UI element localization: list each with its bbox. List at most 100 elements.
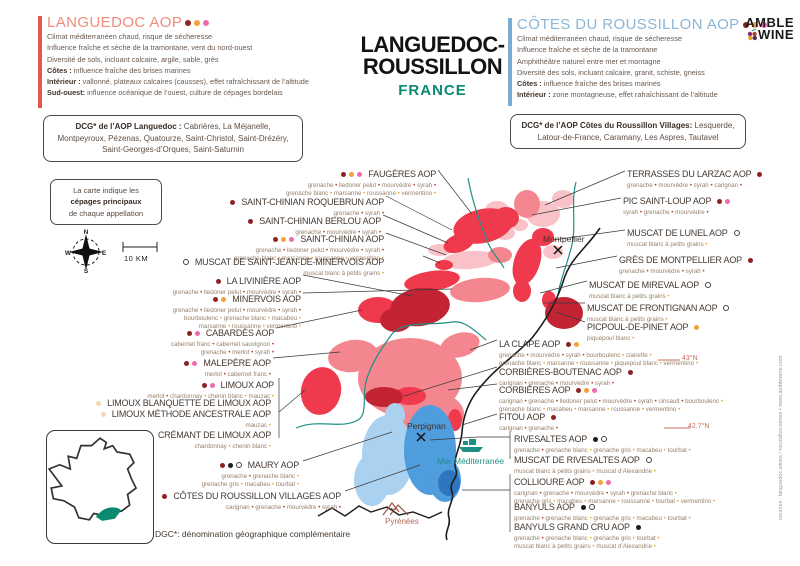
pk-wine-style-dot	[192, 361, 198, 366]
aop-label: SAINT-CHINIAN AOP grenache • lledoner pel…	[234, 229, 384, 263]
aop-label: MINERVOIS AOP grenache • lledoner pelut •…	[172, 289, 302, 330]
bk-wine-style-dot	[227, 463, 233, 468]
latitude-label: 42.7°N	[688, 423, 710, 430]
grape-varieties: grenache gris • macabeu • tourbat •	[201, 480, 299, 488]
grape-varieties: syrah • grenache • mourvèdre •	[623, 209, 709, 216]
aop-label: MUSCAT DE FRONTIGNAN AOP muscat blanc à …	[587, 298, 731, 324]
mountains-icon	[382, 502, 409, 516]
grape-varieties: piquepoul blanc •	[587, 335, 635, 342]
dr-wine-style-dot	[717, 199, 723, 204]
aop-name: LA LIVINIÈRE AOP	[226, 276, 302, 286]
legend-line1: La carte indique les	[73, 186, 139, 195]
panel-text-line: Diversité de sols, incluant calcaire, ar…	[47, 54, 219, 64]
city-label: Perpignan	[407, 421, 446, 431]
panel-text-line: Côtes : influence fraîche des brises mar…	[47, 65, 191, 75]
pk-wine-style-dot	[289, 237, 295, 242]
dr-wine-style-dot	[213, 297, 219, 302]
aop-name: BANYULS AOP	[514, 502, 575, 512]
bk-wine-style-dot	[580, 505, 586, 510]
languedoc-dcg-box: DCG* de l’AOP Languedoc : Cabrières, La …	[43, 115, 303, 162]
grape-varieties: grenache • lledoner pelut • mourvèdre • …	[172, 307, 301, 314]
aop-label: MUSCAT DE LUNEL AOP muscat blanc à petit…	[627, 223, 741, 249]
france-inset-map	[46, 430, 154, 544]
aop-name: LIMOUX MÉTHODE ANCESTRALE AOP	[111, 409, 271, 419]
panel-text-line: Intérieur : zone montagneuse, effet rafr…	[517, 90, 718, 100]
dr-wine-style-dot	[186, 331, 192, 336]
city-label: Montpellier	[543, 234, 585, 244]
aop-label: CORBIÈRES-BOUTENAC AOP carignan • grenac…	[499, 362, 634, 388]
compass-e: E	[102, 250, 107, 257]
aop-name: COLLIOURE AOP	[514, 477, 585, 487]
or-wine-style-dot	[281, 237, 287, 242]
grape-varieties: cabernet franc • cabernet sauvignon •	[170, 341, 274, 348]
leader-lines	[272, 169, 690, 532]
pk-wine-style-dot	[209, 383, 215, 388]
left-panel-accent-bar	[38, 16, 42, 108]
wh-wine-style-dot	[704, 282, 711, 288]
dr-wine-style-dot	[627, 370, 633, 375]
aop-name: CÔTES DU ROUSSILLON VILLAGES AOP	[173, 491, 341, 501]
grape-varieties: grenache • grenache blanc •	[221, 473, 299, 480]
aop-label: PICPOUL-DE-PINET AOP piquepoul blanc •	[587, 317, 701, 343]
aop-name: MUSCAT DE RIVESALTES AOP	[514, 455, 640, 465]
aop-label: LIMOUX MÉTHODE ANCESTRALE AOP mauzac •	[99, 404, 271, 430]
aop-label: CABARDÈS AOP cabernet franc • cabernet sa…	[171, 323, 274, 357]
aop-name: LIMOUX AOP	[220, 380, 274, 390]
languedoc-panel-title: LANGUEDOC AOP	[47, 14, 377, 31]
grape-varieties: bourboulenc • grenache blanc • macabeu •	[184, 314, 301, 322]
amble-wine-logo: AMBLE WINE	[742, 15, 794, 42]
sea-label: Mer Méditerranée	[437, 456, 505, 466]
grape-varieties: grenache • mourvèdre • syrah •	[295, 229, 381, 236]
aop-label: LIMOUX AOP merlot • chardonnay • chenin b…	[147, 375, 274, 401]
grape-varieties: grenache • lledoner pelut • mourvèdre • …	[172, 289, 301, 296]
aop-label: CORBIÈRES AOP carignan • grenache • lled…	[499, 380, 723, 414]
region-highlight	[95, 507, 122, 521]
dr-wine-style-dot	[551, 415, 556, 420]
aop-label: COLLIOURE AOP carignan • grenache • mour…	[514, 472, 715, 506]
logo-line1: AMBLE	[745, 15, 794, 30]
scale-label: 10 KM	[124, 254, 149, 263]
dr-wine-style-dot	[248, 219, 254, 224]
aop-name: PIC SAINT-LOUP AOP	[623, 196, 712, 206]
grape-varieties: grenache • lledoner pelut • mourvèdre • …	[255, 247, 384, 254]
aop-name: CORBIÈRES-BOUTENAC AOP	[499, 367, 622, 377]
panel-text-line: Sud-ouest: influence océanique de l’oues…	[47, 88, 283, 98]
dr-wine-style-dot	[219, 463, 225, 468]
aop-name: PICPOUL-DE-PINET AOP	[587, 322, 689, 332]
grape-varieties: chardonnay • chenin blanc •	[194, 443, 271, 450]
panel-text-line: Amphithéâtre naturel entre mer et montag…	[517, 56, 661, 66]
aop-name: RIVESALTES AOP	[514, 434, 588, 444]
dr-wine-style-dot	[742, 22, 749, 29]
grape-varieties: carignan • grenache •	[499, 425, 559, 432]
or-wine-style-dot	[584, 388, 590, 393]
roussillon-panel-title: CÔTES DU ROUSSILLON AOP	[517, 16, 767, 33]
aop-label: LA CLAPE AOP grenache • mourvèdre • syra…	[499, 334, 698, 368]
grape-varieties: carignan • grenache • mourvèdre • syrah …	[226, 504, 341, 511]
aop-name: SAINT-CHINIAN AOP	[300, 234, 384, 244]
aop-name: MUSCAT DE SAINT-JEAN-DE-MINERVOIS AOP	[194, 257, 384, 267]
pk-wine-style-dot	[760, 22, 767, 29]
grape-icon	[747, 29, 758, 41]
panel-text-line: Influence fraîche et sèche de la tramont…	[47, 43, 253, 53]
grape-varieties: carignan • grenache • mourvèdre • syrah …	[514, 490, 677, 497]
grape-varieties: muscat blanc à petits grains • muscat d’…	[514, 468, 656, 475]
aop-name: SAINT-CHINIAN ROQUEBRUN AOP	[241, 197, 384, 207]
aop-label: MALEPÈRE AOP merlot • cabernet franc •	[183, 353, 271, 379]
or-wine-style-dot	[349, 172, 355, 177]
wh-wine-style-dot	[601, 436, 608, 442]
ship-icon	[459, 439, 483, 452]
title-line1: LANGUEDOC-	[360, 32, 505, 57]
grape-varieties: grenache blanc • marsanne • roussanne • …	[233, 254, 384, 262]
aop-name: CORBIÈRES AOP	[499, 385, 571, 395]
legend-note-box: La carte indique les cépages principaux …	[50, 179, 162, 226]
aop-label: TERRASSES DU LARZAC AOP grenache • mourv…	[627, 164, 764, 190]
dr-wine-style-dot	[341, 172, 347, 177]
compass-w: W	[65, 250, 72, 257]
dr-wine-style-dot	[185, 20, 192, 27]
legend-line3: de chaque appellation	[68, 208, 144, 218]
aop-name: MINERVOIS AOP	[232, 294, 301, 304]
compass-n: N	[84, 229, 89, 236]
aop-label: MUSCAT DE MIREVAL AOP muscat blanc à pet…	[589, 275, 712, 301]
pk-wine-style-dot	[357, 172, 363, 177]
aop-label: LA LIVINIÈRE AOP grenache • lledoner pelu…	[172, 271, 302, 297]
